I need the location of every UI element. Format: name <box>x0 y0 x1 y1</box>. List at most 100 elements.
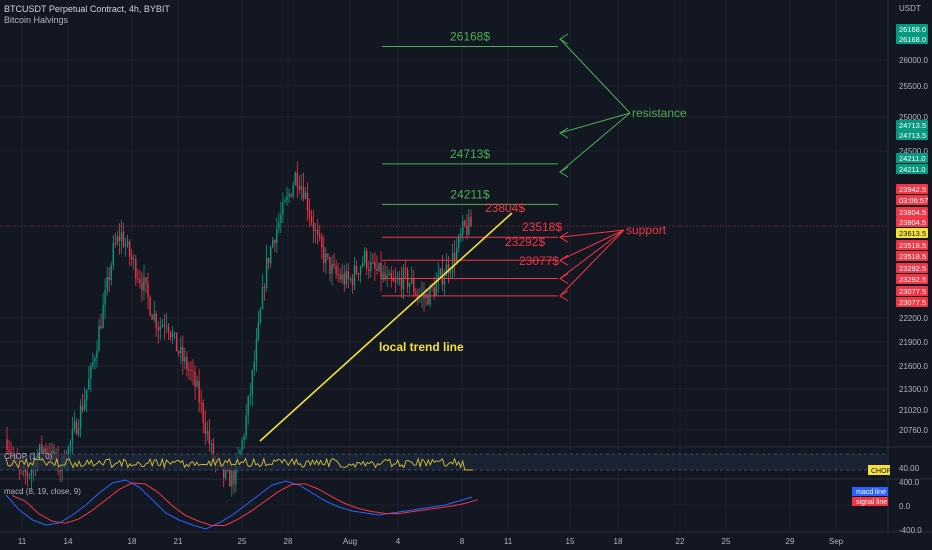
candle <box>81 405 84 410</box>
candle <box>169 331 172 338</box>
price-tick: 20760.0 <box>899 426 928 435</box>
support-arrowhead <box>559 273 569 284</box>
candle <box>208 431 210 444</box>
candle <box>120 231 123 241</box>
candle <box>173 332 176 334</box>
candle <box>6 439 8 450</box>
support-text: support <box>626 223 667 237</box>
candle <box>323 247 325 264</box>
candle <box>198 380 200 403</box>
candle <box>112 242 114 265</box>
candle <box>276 228 278 243</box>
candle <box>253 361 255 371</box>
candle <box>466 225 468 235</box>
candle <box>84 399 86 410</box>
candle <box>306 192 309 211</box>
candle <box>331 264 333 274</box>
candle <box>210 443 213 445</box>
candle <box>290 194 292 197</box>
macd-tick: 400.0 <box>899 478 920 487</box>
indicator-name: Bitcoin Halvings <box>4 15 69 25</box>
candle <box>28 475 31 477</box>
candle <box>10 451 12 456</box>
candle <box>372 262 374 264</box>
candle <box>239 450 241 457</box>
candle <box>200 402 202 404</box>
candle <box>263 286 266 288</box>
price-tag-label: 24713.5 <box>899 131 926 140</box>
candle <box>308 210 311 217</box>
candle <box>184 356 186 362</box>
candle <box>108 277 110 280</box>
candle <box>202 402 204 423</box>
candle <box>321 237 323 248</box>
price-tag <box>896 286 928 296</box>
price-tag-label: 24211.0 <box>899 154 926 163</box>
price-tag <box>896 251 928 261</box>
candle <box>314 229 317 232</box>
macd-label: macd (8, 19, close, 9) <box>4 487 81 496</box>
candle <box>122 231 125 247</box>
candle <box>447 264 450 274</box>
candle <box>435 282 437 296</box>
support-arrow <box>559 229 625 261</box>
candle <box>118 236 121 241</box>
time-tick: 11 <box>18 537 27 546</box>
price-tag <box>896 274 928 284</box>
candle <box>206 431 208 434</box>
candle <box>298 186 300 190</box>
candle <box>59 470 61 472</box>
candle <box>128 241 131 257</box>
candle <box>143 277 145 291</box>
candle <box>357 273 360 275</box>
candle <box>280 214 282 223</box>
candle <box>449 270 452 274</box>
candle <box>384 272 386 279</box>
candle <box>133 258 135 260</box>
candle <box>39 444 41 455</box>
candle <box>351 278 354 285</box>
candle <box>464 221 466 226</box>
candle <box>460 233 462 237</box>
candle <box>431 285 433 288</box>
candle <box>458 236 460 249</box>
candle <box>182 347 184 362</box>
support-label-3: 23077$ <box>519 254 559 268</box>
trend-label: local trend line <box>379 340 464 354</box>
macd-line <box>5 479 473 530</box>
price-tag-label: 23077.5 <box>899 298 926 307</box>
candle <box>451 253 454 271</box>
candle <box>77 427 80 435</box>
candle <box>456 248 458 263</box>
candle <box>71 428 74 442</box>
price-tag <box>896 207 928 217</box>
candle <box>335 266 337 274</box>
candle <box>86 389 88 400</box>
time-tick: Aug <box>343 537 357 546</box>
candle <box>243 436 245 441</box>
candle <box>404 268 407 271</box>
candle <box>155 313 157 328</box>
candle <box>286 196 288 200</box>
candle <box>274 240 276 243</box>
support-arrowhead <box>559 231 569 243</box>
candle <box>190 369 192 371</box>
candle <box>468 216 470 235</box>
candle <box>433 287 435 296</box>
candle <box>229 470 231 487</box>
candle <box>98 326 100 351</box>
candle <box>329 257 331 274</box>
candle <box>186 356 188 370</box>
candle <box>26 472 29 476</box>
candle <box>343 273 345 285</box>
candle <box>139 279 141 283</box>
price-tick: 21600.0 <box>899 362 928 371</box>
candle <box>443 276 446 285</box>
time-tick: 29 <box>786 537 795 546</box>
time-tick: 18 <box>614 537 623 546</box>
candle <box>370 262 372 271</box>
macd-legend-label: signal line <box>856 499 887 506</box>
candle <box>368 269 370 271</box>
